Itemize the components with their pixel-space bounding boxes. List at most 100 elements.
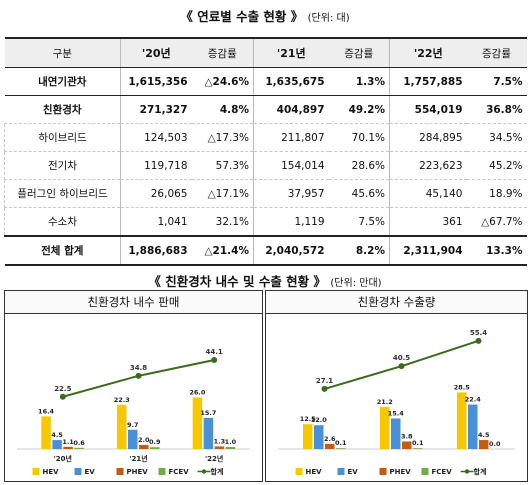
bar-ev xyxy=(391,418,401,449)
count-cell: 361 xyxy=(389,207,467,237)
header-rate-2022: 증감률 xyxy=(466,37,527,68)
count-cell: 1,635,675 xyxy=(253,67,329,96)
bar-fcev xyxy=(150,447,160,449)
legend-label: 합계 xyxy=(474,467,487,476)
bar-value-label: 9.7 xyxy=(127,421,139,429)
bar-hev xyxy=(457,392,467,449)
bar-value-label: 0.1 xyxy=(335,439,347,447)
bar-hev xyxy=(380,406,390,449)
bar-value-label: 28.5 xyxy=(454,383,471,391)
header-category: 구분 xyxy=(4,37,121,68)
bar-value-label: 12.5 xyxy=(300,415,317,423)
bar-phev xyxy=(139,445,149,449)
row-label: 내연기관차 xyxy=(4,67,121,96)
table-row: 전기차 119,718 57.3% 154,014 28.6% 223,623 45.2% xyxy=(4,151,527,180)
rate-cell: 70.1% xyxy=(328,123,390,152)
rate-cell: 13.3% xyxy=(466,235,527,266)
count-cell: 284,895 xyxy=(389,123,467,152)
bar-value-label: 26.0 xyxy=(189,388,206,396)
bar-ev xyxy=(128,429,138,449)
row-label: 수소차 xyxy=(4,207,121,237)
domestic-sales-title: 친환경차 내수 판매 xyxy=(5,291,262,314)
count-cell: 404,897 xyxy=(253,95,329,124)
bar-value-label: 1.0 xyxy=(225,438,237,446)
export-chart: 12.512.02.60.121.215.43.80.128.522.44.50… xyxy=(278,329,515,476)
legend-swatch-phev xyxy=(379,468,387,475)
rate-cell: 4.8% xyxy=(191,95,254,124)
bar-value-label: 0.6 xyxy=(73,439,85,447)
legend-label: FCEV xyxy=(432,468,453,476)
bar-hev xyxy=(192,397,203,449)
bar-phev xyxy=(402,441,412,449)
legend-swatch-hev xyxy=(295,468,303,475)
category-label: '21년 xyxy=(129,454,147,463)
table-row: 하이브리드 124,503 △17.3% 211,807 70.1% 284,895 34.… xyxy=(4,123,527,152)
bar-value-label: 0.0 xyxy=(489,440,501,448)
legend-label: EV xyxy=(348,468,359,476)
bar-ev xyxy=(314,425,324,449)
table-header-row: 구분 '20년 증감률 '21년 증감률 '22년 증감률 xyxy=(4,37,527,68)
legend-label: EV xyxy=(85,468,96,476)
total-point xyxy=(398,363,405,370)
bar-phev xyxy=(479,440,489,449)
count-cell: 271,327 xyxy=(120,95,192,124)
domestic-sales-chart: 16.4 4.51.1 0.6'20년 22.3 9.7 2.0 0.9'21년 26.0 15… xyxy=(17,348,250,476)
legend-swatch-fcev xyxy=(158,468,166,475)
rate-cell: 45.6% xyxy=(328,179,390,208)
charts-title: 《 친환경차 내수 및 수출 현황 》 (단위: 만대) xyxy=(0,271,530,290)
legend-swatch-ev xyxy=(74,468,82,475)
header-rate-2021: 증감률 xyxy=(328,37,390,68)
bar-phev xyxy=(63,446,73,449)
bar-value-label: 22.4 xyxy=(465,396,482,404)
bar-fcev xyxy=(413,448,423,449)
legend-swatch-ev xyxy=(337,468,345,475)
rate-cell: 57.3% xyxy=(191,151,254,180)
table-row: 친환경차 271,327 4.8% 404,897 49.2% 554,019 36.8% xyxy=(4,95,527,124)
rate-cell: 34.5% xyxy=(466,123,527,152)
header-2022: '22년 xyxy=(389,37,467,68)
count-cell: 1,886,683 xyxy=(120,235,192,266)
total-point xyxy=(135,372,142,379)
bar-hev xyxy=(117,404,127,449)
bar-value-label: 15.7 xyxy=(200,409,216,417)
row-label: 전체 합계 xyxy=(4,235,121,266)
table-row: 전체 합계 1,886,683 △21.4% 2,040,572 8.2% 2,311,9… xyxy=(4,235,527,266)
rate-cell: 49.2% xyxy=(328,95,390,124)
rate-cell: △24.6% xyxy=(191,67,254,96)
bar-value-label: 12.0 xyxy=(311,416,328,424)
header-rate-2020: 증감률 xyxy=(191,37,254,68)
rate-cell: △17.3% xyxy=(191,123,254,152)
count-cell: 211,807 xyxy=(253,123,329,152)
table-row: 수소차 1,041 32.1% 1,119 7.5% 361 △67.7% xyxy=(4,207,527,237)
legend-label: PHEV xyxy=(390,468,412,476)
count-cell: 1,041 xyxy=(120,207,192,237)
bar-phev xyxy=(214,446,225,449)
bar-ev xyxy=(52,440,62,449)
legend-swatch-hev xyxy=(32,468,40,475)
legend-swatch-phev xyxy=(116,468,124,475)
bar-fcev xyxy=(225,447,236,449)
bar-hev xyxy=(303,424,313,449)
bar-value-label: 2.0 xyxy=(138,436,150,444)
bar-value-label: 21.2 xyxy=(377,398,393,406)
bar-value-label: 0.9 xyxy=(149,438,161,446)
count-cell: 1,119 xyxy=(253,207,329,237)
rate-cell: 7.5% xyxy=(328,207,390,237)
count-cell: 45,140 xyxy=(389,179,467,208)
rate-cell: 45.2% xyxy=(466,151,527,180)
header-2021: '21년 xyxy=(253,37,329,68)
export-table: 구분 '20년 증감률 '21년 증감률 '22년 증감률 내연기관차 1,615… xyxy=(4,37,527,266)
bar-value-label: 1.3 xyxy=(214,437,226,445)
rate-cell: △21.4% xyxy=(191,235,254,266)
rate-cell: 8.2% xyxy=(328,235,390,266)
row-label: 전기차 xyxy=(4,151,121,180)
total-point xyxy=(475,337,482,344)
row-label: 플러그인 하이브리드 xyxy=(4,179,121,208)
rate-cell: 18.9% xyxy=(466,179,527,208)
rate-cell: 1.3% xyxy=(328,67,390,96)
bar-value-label: 16.4 xyxy=(38,407,55,415)
charts-title-text: 《 친환경차 내수 및 수출 현황 》 xyxy=(148,274,327,289)
rate-cell: 7.5% xyxy=(466,67,527,96)
legend-label: HEV xyxy=(43,468,60,476)
category-label: '20년 xyxy=(54,454,72,463)
